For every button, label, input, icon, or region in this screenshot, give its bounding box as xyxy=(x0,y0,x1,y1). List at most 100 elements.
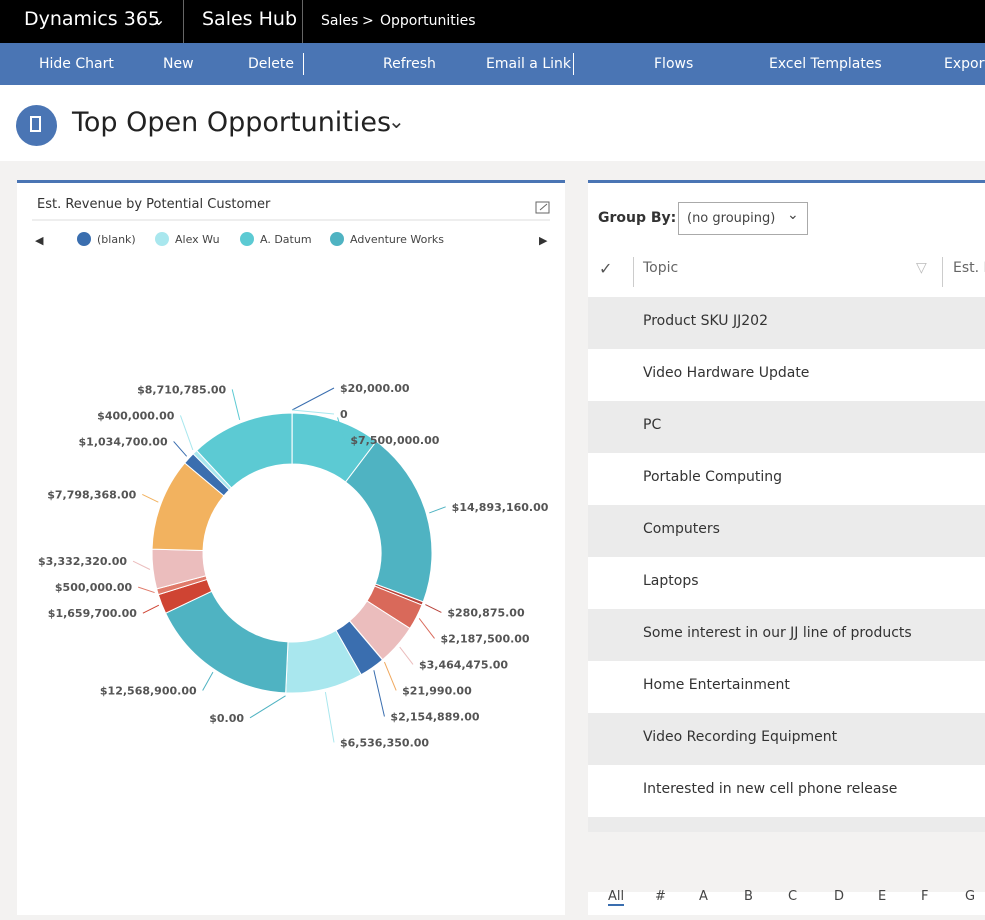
toolbar-button[interactable]: Excel Templates xyxy=(769,56,882,72)
grid-row[interactable]: Some interest in our JJ line of products xyxy=(588,609,985,661)
row-topic[interactable]: Interested in new cell phone release xyxy=(643,781,897,797)
grid-row[interactable]: Product SKU JJ202 xyxy=(588,297,985,349)
grid-row[interactable]: Portable Computing xyxy=(588,453,985,505)
grid-row[interactable]: PC xyxy=(588,401,985,453)
leader-line xyxy=(384,662,396,690)
leader-line xyxy=(143,605,159,613)
data-label: $280,875.00 xyxy=(447,606,525,619)
legend-label: (blank) xyxy=(97,233,136,246)
grid-row[interactable]: Laptops xyxy=(588,557,985,609)
chevron: ⌄ xyxy=(787,207,799,223)
row-stub xyxy=(588,817,985,832)
expand-icon[interactable] xyxy=(536,202,549,213)
index-letter[interactable]: G xyxy=(965,889,975,904)
data-label: $12,568,900.00 xyxy=(100,684,197,697)
toolbar-button[interactable]: Email a Link xyxy=(486,56,571,72)
view-selector[interactable]: ⌄ xyxy=(388,109,405,133)
grid-panel: Group By: (no grouping) ⌄ ✓ Topic ▽ Est.… xyxy=(588,180,985,915)
data-label: 0 xyxy=(340,408,348,421)
toolbar-button[interactable]: Delete xyxy=(248,56,294,72)
data-label: $2,154,889.00 xyxy=(390,710,479,723)
index-letter[interactable]: # xyxy=(655,889,666,904)
donut-slice[interactable] xyxy=(346,441,432,602)
group-by-value: (no grouping) xyxy=(687,211,775,226)
grid-row[interactable]: Video Recording Equipment xyxy=(588,713,985,765)
grid-row[interactable]: Computers xyxy=(588,505,985,557)
leader-line xyxy=(400,647,413,664)
legend-swatch xyxy=(155,232,169,246)
breadcrumb[interactable]: Sales xyxy=(321,13,358,29)
select-all[interactable]: ✓ xyxy=(599,259,612,278)
legend-swatch xyxy=(240,232,254,246)
data-label: $8,710,785.00 xyxy=(137,383,226,396)
leader-line xyxy=(325,692,334,742)
index-letter[interactable]: A xyxy=(699,889,708,904)
chart-panel: Est. Revenue by Potential Customer ◀ ▶ (bla… xyxy=(17,180,565,915)
toolbar-button[interactable]: New xyxy=(163,56,194,72)
row-topic[interactable]: Portable Computing xyxy=(643,469,782,485)
grid-row[interactable]: Home Entertainment xyxy=(588,661,985,713)
page-header: Top Open Opportunities ⌄ xyxy=(0,85,985,161)
data-label: $2,187,500.00 xyxy=(441,632,530,645)
area-name[interactable]: Sales Hub xyxy=(202,8,297,30)
row-topic[interactable]: Product SKU JJ202 xyxy=(643,313,768,329)
separator xyxy=(633,257,634,287)
data-label: $3,464,475.00 xyxy=(419,658,508,671)
leader-line xyxy=(174,441,187,456)
grid-row[interactable]: Interested in new cell phone release xyxy=(588,765,985,817)
leader-line xyxy=(429,507,445,513)
filter-icon[interactable]: ▽ xyxy=(916,260,927,276)
index-letter[interactable]: C xyxy=(788,889,797,904)
toolbar-button[interactable]: Export xyxy=(944,56,985,72)
toolbar-button[interactable]: Refresh xyxy=(383,56,436,72)
breadcrumb-sep: > xyxy=(362,13,374,29)
row-topic[interactable]: Some interest in our JJ line of products xyxy=(643,625,912,641)
group-by-select[interactable]: (no grouping) ⌄ xyxy=(678,202,808,235)
data-label: $14,893,160.00 xyxy=(452,501,549,514)
row-topic[interactable]: Home Entertainment xyxy=(643,677,790,693)
legend-label: Adventure Works xyxy=(350,233,444,246)
toolbar-button[interactable]: Flows xyxy=(654,56,693,72)
legend-swatch xyxy=(77,232,91,246)
app-name[interactable]: Dynamics 365 xyxy=(24,8,160,30)
row-topic[interactable]: Video Hardware Update xyxy=(643,365,809,381)
data-label: $6,536,350.00 xyxy=(340,736,429,749)
data-label: $500,000.00 xyxy=(55,581,133,594)
donut-slice[interactable] xyxy=(166,591,288,693)
data-label: $400,000.00 xyxy=(97,409,175,422)
row-topic[interactable]: Video Recording Equipment xyxy=(643,729,837,745)
separator xyxy=(302,0,303,43)
data-label: $20,000.00 xyxy=(340,382,410,395)
data-label: $21,990.00 xyxy=(402,684,472,697)
column-header[interactable]: Est. R xyxy=(953,260,985,276)
legend-label: A. Datum xyxy=(260,233,312,246)
row-topic[interactable]: Computers xyxy=(643,521,720,537)
chart-title[interactable]: Est. Revenue by Potential Customer xyxy=(37,197,271,212)
index-letter[interactable]: F xyxy=(921,889,928,904)
legend-next[interactable]: ▶ xyxy=(539,234,548,247)
row-topic[interactable]: PC xyxy=(643,417,661,433)
row-topic[interactable]: Laptops xyxy=(643,573,699,589)
index-letter[interactable]: All xyxy=(608,889,624,906)
chart: Est. Revenue by Potential Customer ◀ ▶ (bla… xyxy=(17,183,565,915)
column-header[interactable]: Topic xyxy=(643,260,678,276)
view-title[interactable]: Top Open Opportunities xyxy=(72,107,391,138)
data-label: $7,798,368.00 xyxy=(47,488,136,501)
chevron[interactable]: ⌄ xyxy=(152,10,165,29)
leader-line xyxy=(250,696,286,718)
leader-line xyxy=(419,618,434,638)
legend-swatch xyxy=(330,232,344,246)
breadcrumb[interactable]: Opportunities xyxy=(380,13,476,29)
separator xyxy=(303,53,304,75)
grid-row[interactable]: Video Hardware Update xyxy=(588,349,985,401)
separator xyxy=(573,53,574,75)
toolbar: Hide Chart New Delete Refresh Email a Link Fl… xyxy=(0,43,985,85)
legend-prev[interactable]: ◀ xyxy=(35,234,44,247)
leader-line xyxy=(180,415,192,450)
index-letter[interactable]: B xyxy=(744,889,753,904)
index-letter[interactable]: E xyxy=(878,889,886,904)
index-letter[interactable]: D xyxy=(834,889,844,904)
toolbar-button[interactable]: Hide Chart xyxy=(39,56,114,72)
data-label: $3,332,320.00 xyxy=(38,555,127,568)
